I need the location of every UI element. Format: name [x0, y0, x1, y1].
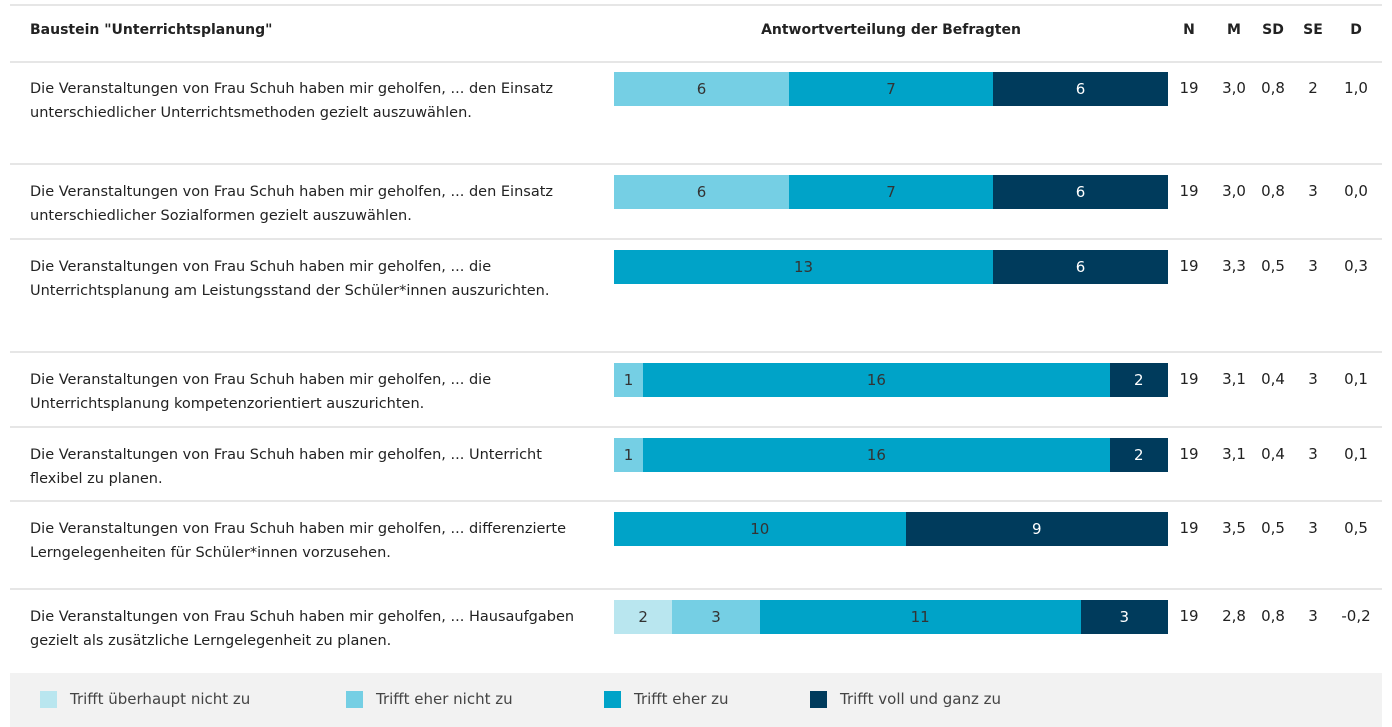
separator — [10, 163, 1382, 165]
bar-segment: 7 — [788, 72, 994, 106]
stat-value: 19 — [1179, 79, 1199, 97]
legend-swatch — [346, 691, 363, 708]
stat-value: 3 — [1308, 182, 1318, 200]
stacked-bar: 13 6 — [614, 250, 1168, 284]
stat-value: 0,1 — [1344, 445, 1368, 463]
separator — [10, 238, 1382, 240]
stat-value: 0,1 — [1344, 370, 1368, 388]
separator — [10, 426, 1382, 428]
bar-segment: 13 — [614, 250, 994, 284]
bar-segment: 11 — [759, 600, 1081, 634]
stat-value: 19 — [1179, 445, 1199, 463]
legend: Trifft überhaupt nicht zu Trifft eher nic… — [10, 673, 1382, 727]
separator — [10, 500, 1382, 502]
stacked-bar: 1 16 2 — [614, 438, 1168, 472]
question: Die Veranstaltungen von Frau Schuh haben… — [30, 184, 554, 224]
legend-label: Trifft eher zu — [634, 690, 729, 708]
header-item: Baustein "Unterrichtsplanung" — [30, 22, 273, 38]
bar-segment: 9 — [905, 512, 1168, 546]
stat-value: 2,8 — [1222, 607, 1246, 625]
stat-value: 3 — [1308, 519, 1318, 537]
question: Die Veranstaltungen von Frau Schuh haben… — [30, 259, 550, 299]
stat-value: 3 — [1308, 445, 1318, 463]
separator — [10, 4, 1382, 6]
bar-segment: 2 — [1109, 363, 1168, 397]
stat-value: 0,5 — [1261, 519, 1285, 537]
stat-value: 0,5 — [1261, 257, 1285, 275]
bar-segment: 10 — [614, 512, 906, 546]
bar-segment: 3 — [1080, 600, 1168, 634]
stat-value: 0,8 — [1261, 182, 1285, 200]
header-column: D — [1350, 22, 1362, 38]
header-column: M — [1227, 22, 1241, 38]
legend-label: Trifft eher nicht zu — [376, 690, 513, 708]
bar-segment: 6 — [993, 72, 1168, 106]
stat-value: 3,0 — [1222, 182, 1246, 200]
bar-segment: 6 — [614, 175, 789, 209]
stat-value: 0,5 — [1344, 519, 1368, 537]
stat-value: 3 — [1308, 370, 1318, 388]
stat-value: 0,8 — [1261, 79, 1285, 97]
stat-value: -0,2 — [1341, 607, 1371, 625]
legend-label: Trifft überhaupt nicht zu — [70, 690, 251, 708]
bar-segment: 3 — [672, 600, 760, 634]
stacked-bar: 1 16 2 — [614, 363, 1168, 397]
stat-value: 19 — [1179, 607, 1199, 625]
stat-value: 3,0 — [1222, 79, 1246, 97]
bar-segment: 2 — [1109, 438, 1168, 472]
separator — [10, 588, 1382, 590]
stat-value: 19 — [1179, 519, 1199, 537]
legend-swatch — [810, 691, 827, 708]
stat-value: 3,1 — [1222, 370, 1246, 388]
header-column: N — [1183, 22, 1195, 38]
bar-segment: 1 — [614, 438, 644, 472]
question: Die Veranstaltungen von Frau Schuh haben… — [30, 609, 575, 649]
separator — [10, 351, 1382, 353]
stat-value: 0,4 — [1261, 445, 1285, 463]
bar-segment: 6 — [993, 175, 1168, 209]
header-column: SD — [1262, 22, 1284, 38]
bar-segment: 6 — [614, 72, 789, 106]
question: Die Veranstaltungen von Frau Schuh haben… — [30, 447, 542, 487]
stat-value: 3 — [1308, 607, 1318, 625]
separator — [10, 61, 1382, 63]
legend-label: Trifft voll und ganz zu — [840, 690, 1001, 708]
stat-value: 3,3 — [1222, 257, 1246, 275]
stat-value: 1,0 — [1344, 79, 1368, 97]
stacked-bar: 2 3 11 3 — [614, 600, 1168, 634]
stat-value: 19 — [1179, 257, 1199, 275]
bar-segment: 16 — [643, 363, 1110, 397]
stat-value: 19 — [1179, 370, 1199, 388]
bar-segment: 7 — [788, 175, 994, 209]
bar-segment: 6 — [993, 250, 1168, 284]
question: Die Veranstaltungen von Frau Schuh haben… — [30, 521, 566, 561]
question: Die Veranstaltungen von Frau Schuh haben… — [30, 372, 492, 412]
bar-segment: 2 — [614, 600, 673, 634]
legend-swatch — [40, 691, 57, 708]
question: Die Veranstaltungen von Frau Schuh haben… — [30, 81, 554, 121]
stat-value: 0,4 — [1261, 370, 1285, 388]
stat-value: 2 — [1308, 79, 1318, 97]
bar-segment: 1 — [614, 363, 644, 397]
stacked-bar: 10 9 — [614, 512, 1168, 546]
stat-value: 3 — [1308, 257, 1318, 275]
stat-value: 0,3 — [1344, 257, 1368, 275]
header-column: SE — [1303, 22, 1323, 38]
stat-value: 3,5 — [1222, 519, 1246, 537]
bar-segment: 16 — [643, 438, 1110, 472]
stat-value: 19 — [1179, 182, 1199, 200]
stat-value: 0,8 — [1261, 607, 1285, 625]
stat-value: 3,1 — [1222, 445, 1246, 463]
stat-value: 0,0 — [1344, 182, 1368, 200]
header-distribution: Antwortverteilung der Befragten — [761, 22, 1021, 38]
legend-swatch — [604, 691, 621, 708]
